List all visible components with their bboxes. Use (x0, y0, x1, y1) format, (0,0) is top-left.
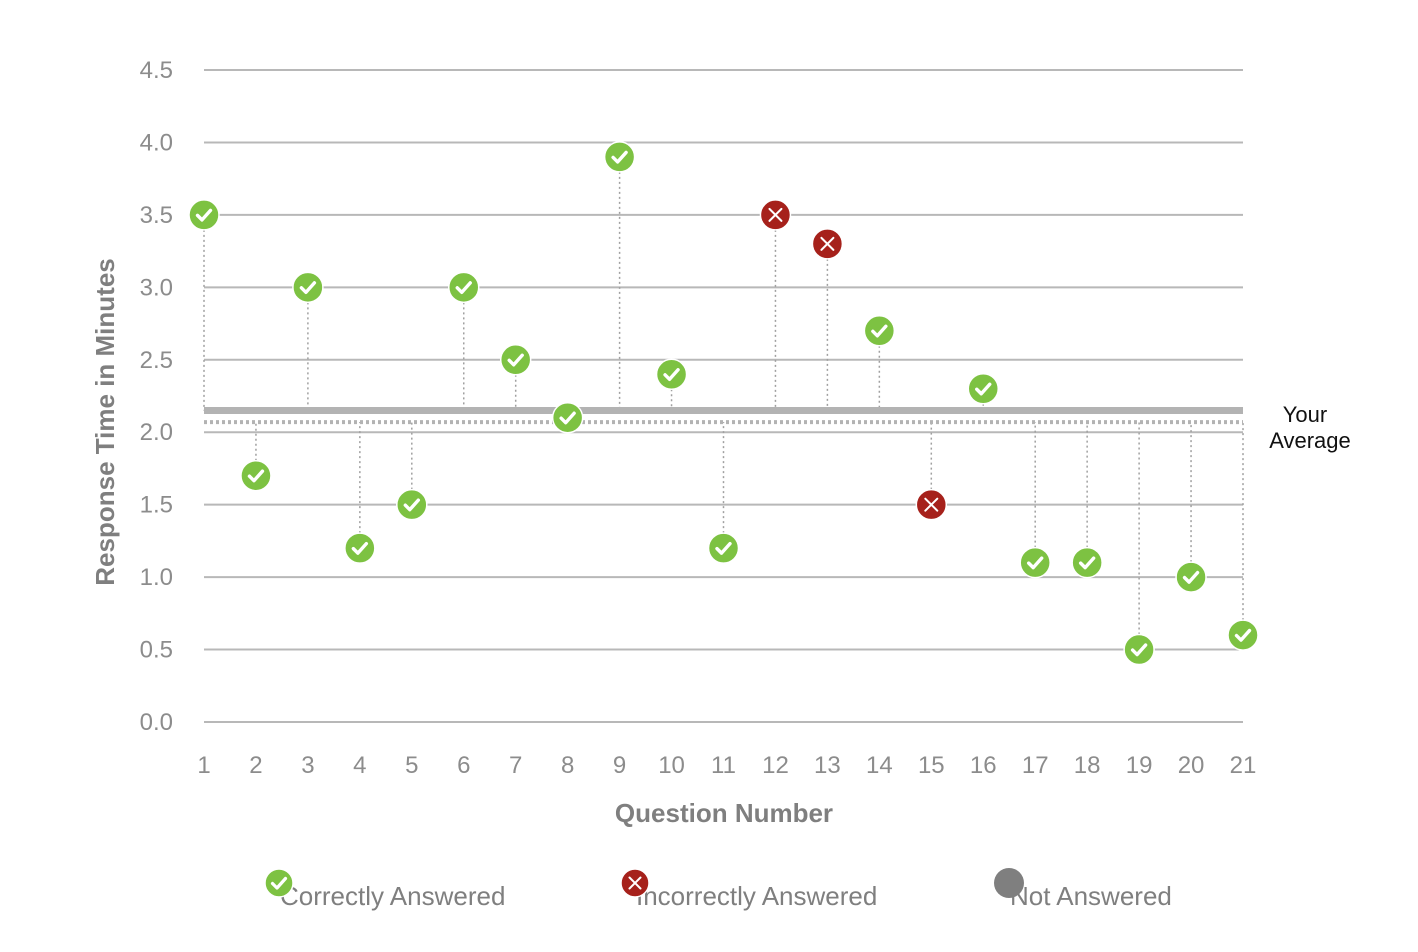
x-tick-label: 7 (509, 752, 522, 779)
x-tick-label: 2 (249, 752, 262, 779)
x-tick-label: 14 (866, 752, 893, 779)
x-tick-label: 11 (711, 752, 736, 779)
correct-point (396, 488, 428, 521)
y-tick-labels: 0.0 0.5 1.0 1.5 2.0 2.5 3.0 3.5 4.0 4.5 (140, 57, 173, 736)
correct-point (292, 271, 324, 304)
x-tick-label: 5 (405, 752, 418, 779)
correct-point (1123, 633, 1155, 666)
average-lines (204, 406, 1243, 425)
x-tick-label: 16 (970, 752, 997, 779)
x-circle-icon (620, 868, 650, 898)
correct-point (188, 199, 220, 231)
legend-item-correct: Correctly Answered (264, 868, 505, 924)
y-tick-label: 3.5 (140, 202, 173, 229)
y-tick-label: 1.5 (140, 492, 173, 519)
correct-point (967, 373, 999, 405)
incorrect-point (759, 199, 792, 231)
y-tick-label: 3.0 (140, 274, 173, 301)
legend-item-incorrect: Incorrectly Answered (620, 868, 877, 924)
y-axis-title: Response Time in Minutes (90, 258, 120, 585)
y-tick-label: 0.0 (140, 709, 173, 736)
y-tick-label: 2.0 (140, 419, 173, 446)
x-tick-labels: 1 2 3 4 5 6 7 8 9 10 11 12 13 14 15 16 17 18 19 20 21 (197, 752, 1256, 779)
y-tick-label: 4.0 (140, 129, 173, 156)
x-tick-label: 10 (658, 752, 685, 779)
y-tick-label: 4.5 (140, 57, 173, 84)
average-label-line1: Your (1283, 402, 1327, 427)
correct-point (240, 459, 272, 492)
correct-point (1019, 546, 1051, 579)
x-tick-label: 21 (1230, 752, 1257, 779)
legend: Correctly Answered Incorrectly Answered … (0, 868, 1418, 924)
x-tick-label: 8 (561, 752, 574, 779)
x-tick-label: 3 (301, 752, 314, 779)
correct-point (707, 532, 740, 564)
x-tick-label: 9 (613, 752, 626, 779)
legend-label-incorrect: Incorrectly Answered (636, 880, 878, 911)
x-axis-title: Question Number (615, 798, 833, 828)
correct-point (1071, 546, 1103, 579)
gridlines (204, 69, 1243, 723)
filled-circle-icon (994, 868, 1024, 898)
legend-item-not-answered: Not Answered (994, 868, 1172, 924)
x-tick-label: 15 (918, 752, 945, 779)
x-tick-label: 19 (1126, 752, 1153, 779)
x-tick-label: 18 (1074, 752, 1101, 779)
x-tick-label: 6 (457, 752, 470, 779)
x-tick-label: 20 (1178, 752, 1205, 779)
legend-label-correct: Correctly Answered (280, 880, 506, 911)
y-tick-label: 0.5 (140, 637, 173, 664)
legend-label-not-answered: Not Answered (1010, 880, 1172, 911)
x-tick-label: 12 (762, 752, 789, 779)
x-tick-label: 4 (353, 752, 366, 779)
data-points (188, 141, 1259, 666)
correct-point (1175, 561, 1207, 593)
y-tick-label: 1.0 (140, 564, 173, 591)
incorrect-point (811, 228, 844, 260)
correct-point (655, 358, 688, 391)
x-tick-label: 13 (814, 752, 841, 779)
incorrect-point (915, 488, 948, 521)
correct-point (551, 401, 584, 434)
correct-point (863, 315, 896, 347)
check-circle-icon (264, 868, 294, 898)
average-label-line2: Average (1269, 428, 1351, 453)
x-tick-label: 1 (197, 752, 210, 779)
correct-point (344, 532, 376, 564)
correct-point (448, 271, 480, 304)
correct-point (1227, 619, 1259, 651)
y-tick-label: 2.5 (140, 347, 173, 374)
correct-point (499, 344, 532, 376)
stems (203, 156, 1244, 650)
x-tick-label: 17 (1022, 752, 1049, 779)
correct-point (603, 141, 636, 173)
